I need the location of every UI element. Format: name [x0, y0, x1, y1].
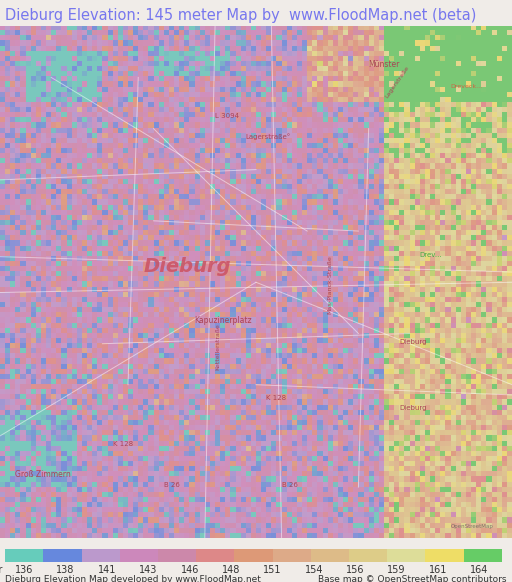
Text: meter: meter [0, 565, 3, 574]
Text: Lagerstraße°: Lagerstraße° [246, 133, 291, 140]
Bar [463, 549, 502, 562]
Text: OpenStreetMap: OpenStreetMap [451, 524, 494, 529]
Text: Lagerstraße: Lagerstraße [384, 65, 410, 99]
Text: Münster: Münster [369, 60, 400, 69]
Bar [81, 549, 120, 562]
Text: 141: 141 [98, 565, 116, 574]
Text: Dreveck...: Dreveck... [451, 84, 483, 88]
Text: Dieburg: Dieburg [143, 257, 231, 276]
Text: B 26: B 26 [282, 482, 297, 488]
Text: 156: 156 [346, 565, 365, 574]
Bar [425, 549, 463, 562]
Text: 161: 161 [429, 565, 447, 574]
Text: L 3094: L 3094 [215, 113, 239, 119]
Text: K 128: K 128 [266, 395, 286, 401]
Text: 136: 136 [15, 565, 33, 574]
Bar [387, 549, 425, 562]
Bar [272, 549, 311, 562]
Text: 138: 138 [56, 565, 75, 574]
Text: 154: 154 [305, 565, 323, 574]
Text: 164: 164 [471, 565, 488, 574]
Text: K 128: K 128 [113, 441, 133, 447]
Text: Dieburg Elevation: 145 meter Map by  www.FloodMap.net (beta): Dieburg Elevation: 145 meter Map by www.… [5, 8, 477, 23]
Text: Dieburg Elevation Map developed by www.FloodMap.net: Dieburg Elevation Map developed by www.F… [5, 576, 261, 582]
Text: Max-Planck-Straße: Max-Planck-Straße [328, 255, 333, 314]
Text: Groß Zimmern: Groß Zimmern [15, 470, 71, 479]
Bar [349, 549, 387, 562]
Text: 159: 159 [388, 565, 406, 574]
Text: Kettellerstraße: Kettellerstraße [215, 324, 220, 370]
Text: Base map © OpenStreetMap contributors: Base map © OpenStreetMap contributors [318, 576, 507, 582]
Text: 146: 146 [181, 565, 199, 574]
Text: Drev...: Drev... [420, 251, 442, 258]
Bar [158, 549, 196, 562]
Text: Kapuzinerplatz: Kapuzinerplatz [195, 316, 252, 325]
Text: B 26: B 26 [164, 482, 180, 488]
Bar [120, 549, 158, 562]
Text: 148: 148 [222, 565, 240, 574]
Text: Dieburg: Dieburg [399, 405, 427, 411]
Text: 151: 151 [263, 565, 282, 574]
Bar [196, 549, 234, 562]
Bar [5, 549, 44, 562]
Bar [311, 549, 349, 562]
Bar [234, 549, 272, 562]
Bar [44, 549, 81, 562]
Text: Dieburg: Dieburg [399, 339, 427, 345]
Text: 143: 143 [139, 565, 158, 574]
